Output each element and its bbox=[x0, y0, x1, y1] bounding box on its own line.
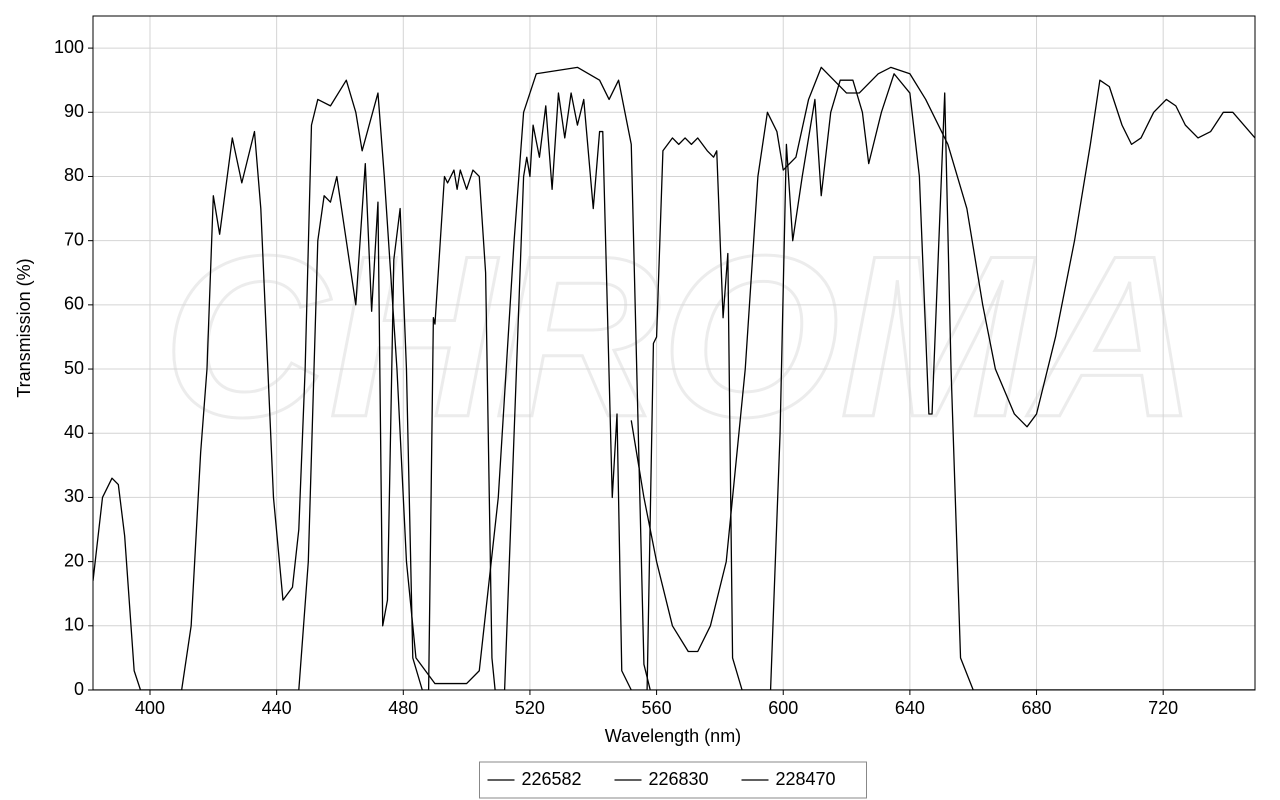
x-tick-label: 440 bbox=[262, 698, 292, 718]
y-tick-label: 90 bbox=[64, 101, 84, 121]
legend-label: 226582 bbox=[522, 769, 582, 789]
plot-frame bbox=[92, 15, 1256, 691]
legend-label: 226830 bbox=[649, 769, 709, 789]
series-line bbox=[630, 66, 1255, 653]
x-tick-label: 600 bbox=[768, 698, 798, 718]
y-tick-label: 60 bbox=[64, 294, 84, 314]
y-tick-label: 80 bbox=[64, 165, 84, 185]
legend-label: 228470 bbox=[776, 769, 836, 789]
y-tick-label: 10 bbox=[64, 615, 84, 635]
x-tick-label: 400 bbox=[135, 698, 165, 718]
y-tick-label: 70 bbox=[64, 229, 84, 249]
x-tick-label: 480 bbox=[388, 698, 418, 718]
y-tick-label: 40 bbox=[64, 422, 84, 442]
y-tick-label: 50 bbox=[64, 358, 84, 378]
y-tick-label: 30 bbox=[64, 486, 84, 506]
x-tick-label: 640 bbox=[895, 698, 925, 718]
y-tick-label: 0 bbox=[74, 679, 84, 699]
x-tick-label: 520 bbox=[515, 698, 545, 718]
x-axis-label: Wavelength (nm) bbox=[605, 726, 741, 746]
y-axis-label: Transmission (%) bbox=[14, 258, 34, 397]
y-tick-label: 20 bbox=[64, 550, 84, 570]
series-line bbox=[93, 66, 1255, 690]
y-tick-label: 100 bbox=[54, 37, 84, 57]
x-tick-label: 720 bbox=[1148, 698, 1178, 718]
watermark: CHROMA bbox=[163, 208, 1198, 465]
x-tick-label: 560 bbox=[642, 698, 672, 718]
x-tick-label: 680 bbox=[1022, 698, 1052, 718]
legend-box bbox=[479, 761, 867, 799]
series-line bbox=[93, 73, 1255, 690]
